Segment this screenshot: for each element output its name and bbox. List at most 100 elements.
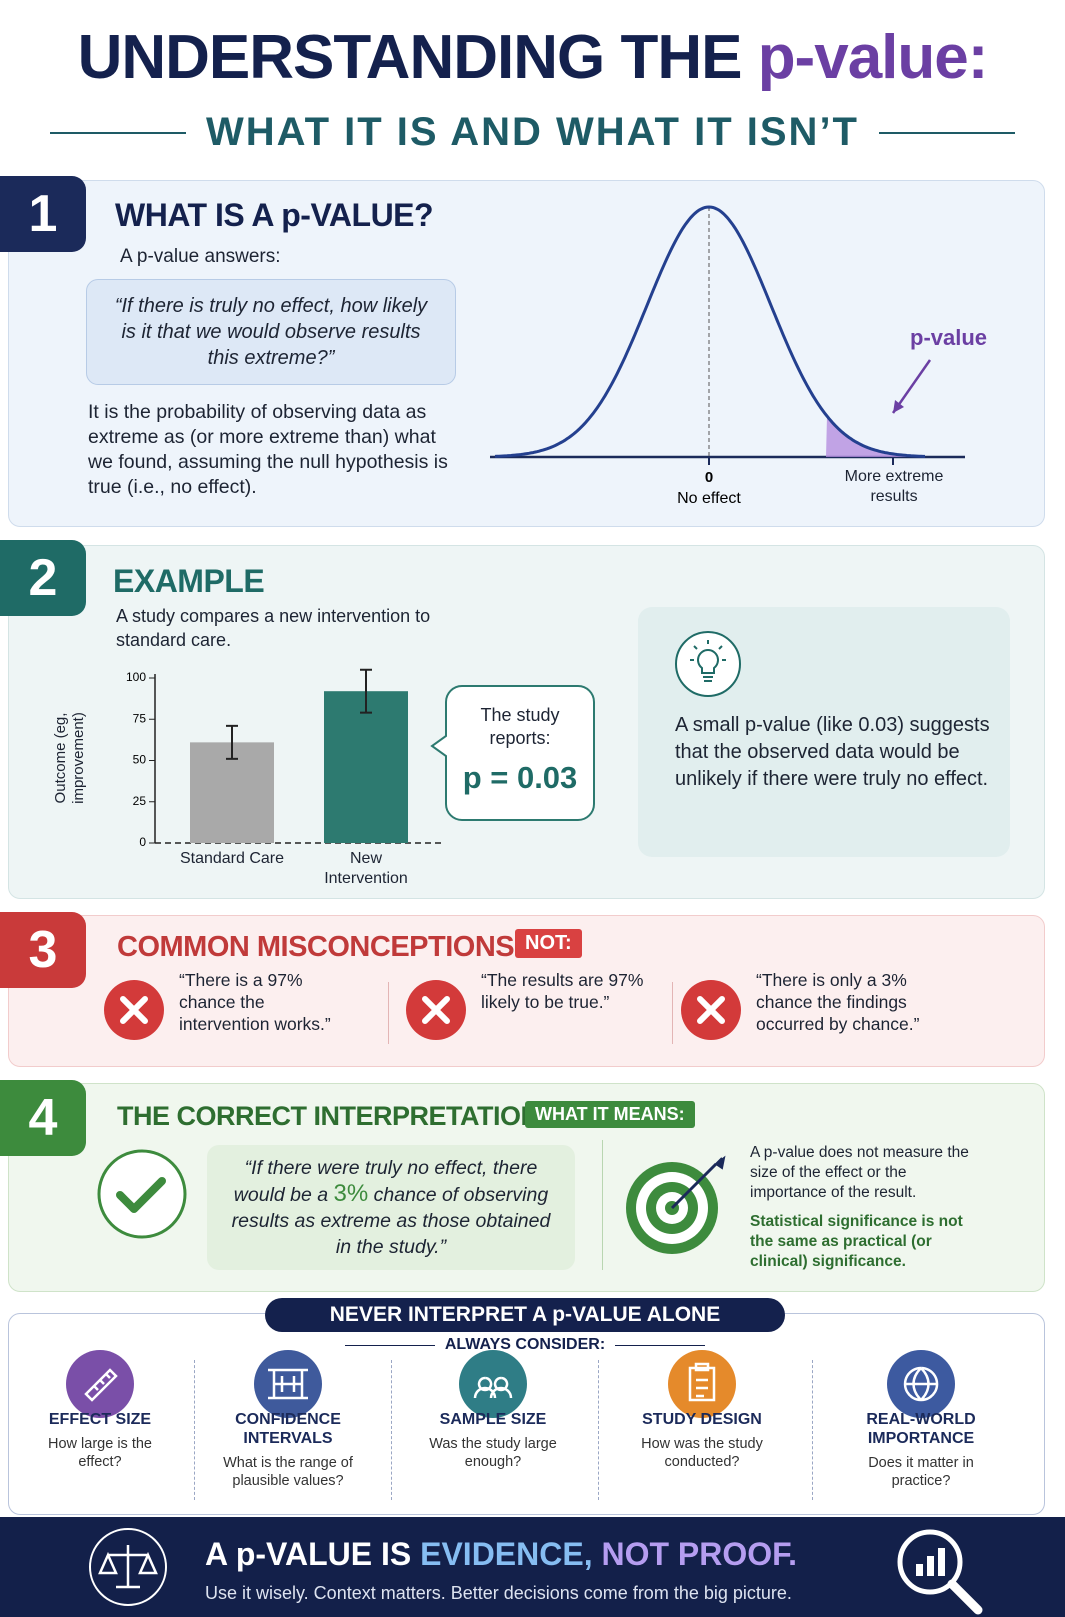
- bar-chart: 0 25 50 75 100 Standard Care New Intervention…: [52, 660, 460, 900]
- section-number: 4: [0, 1080, 86, 1156]
- consider-icon: [459, 1350, 527, 1418]
- consider-box: [8, 1313, 1045, 1515]
- callout-p: p = 0.03: [462, 760, 578, 795]
- consider-item: CONFIDENCE INTERVALS What is the range of…: [198, 1410, 378, 1490]
- x-icon: [104, 980, 164, 1040]
- y-tick-label: 0: [139, 835, 146, 849]
- consider-title: SAMPLE SIZE: [439, 1411, 547, 1428]
- arrow-head: [893, 400, 904, 413]
- consider-question: How was the study conducted?: [641, 1436, 763, 1470]
- x-tick-label: Standard Care: [179, 850, 285, 867]
- error-bar: [226, 724, 238, 760]
- quote-text: “If there were truly no effect, there wo…: [229, 1155, 553, 1260]
- badge: WHAT IT MEANS:: [525, 1101, 695, 1128]
- icon-glyph: [473, 1376, 513, 1399]
- zero-caption: No effect: [677, 490, 741, 507]
- misconception: “There is only a 3% chance the findings …: [756, 970, 920, 1034]
- magnifier-icon: [897, 1529, 983, 1615]
- headline-part: A p-VALUE IS: [205, 1536, 412, 1572]
- definition: It is the probability of observing data …: [88, 401, 448, 498]
- divider: [597, 1360, 599, 1500]
- rule: [345, 1344, 435, 1346]
- check-icon: [97, 1149, 187, 1239]
- icon-circle: [459, 1350, 527, 1418]
- x-mark: [120, 996, 148, 1024]
- banner: NEVER INTERPRET A p-VALUE ALONE: [265, 1298, 785, 1332]
- y-tick-label: 75: [133, 711, 147, 725]
- x-mark: [422, 996, 450, 1024]
- title-accent: p-value:: [757, 23, 989, 92]
- subtitle: WHAT IT IS AND WHAT IT ISN’T: [206, 110, 859, 154]
- icon-glyph: [268, 1368, 308, 1400]
- y-axis-label: Outcome (eg, improvement): [52, 712, 87, 804]
- title-text: UNDERSTANDING THE: [77, 23, 743, 92]
- y-tick-label: 50: [133, 753, 147, 767]
- icon-glyph: [688, 1362, 716, 1402]
- p-value-label: p-value: [910, 325, 987, 350]
- consider-icon: [668, 1350, 736, 1418]
- footer-headline: A p-VALUE IS EVIDENCE, NOT PROOF.: [205, 1536, 797, 1573]
- section-heading: WHAT IS A p-VALUE?: [115, 197, 434, 233]
- divider: [388, 982, 389, 1044]
- badge: NOT:: [515, 929, 582, 958]
- consider-item: REAL-WORLD IMPORTANCE Does it matter in p…: [831, 1410, 1011, 1490]
- subtitle-row: WHAT IT IS AND WHAT IT ISN’T: [50, 110, 1016, 155]
- rule: [615, 1344, 706, 1346]
- scale-icon: [89, 1528, 167, 1606]
- section-heading: THE CORRECT INTERPRETATION: [117, 1101, 540, 1131]
- icon-circle: [668, 1350, 736, 1418]
- consider-item: STUDY DESIGN How was the study conducted?: [612, 1410, 792, 1471]
- bar: [324, 691, 408, 843]
- bell-curve: p-value 0 No effect: [490, 205, 987, 507]
- correct-quote: “If there were truly no effect, there wo…: [207, 1145, 575, 1270]
- divider: [194, 1360, 195, 1500]
- misconception: “The results are 97% likely to be true.”: [481, 970, 644, 1012]
- error-bar: [360, 668, 372, 714]
- quote-part: chance of observing results as extreme a…: [231, 1184, 551, 1258]
- y-tick-label: 25: [133, 794, 147, 808]
- bulb-icon: [675, 631, 741, 697]
- x-icon: [681, 980, 741, 1040]
- callout-text: The study reports:: [480, 705, 560, 748]
- icon-circle: [66, 1350, 134, 1418]
- icon-glyph: [903, 1366, 939, 1402]
- note: A small p-value (like 0.03) suggests tha…: [675, 714, 990, 790]
- consider-question: How large is the effect?: [48, 1436, 152, 1470]
- x-mark: [697, 996, 725, 1024]
- consider-icon: [254, 1350, 322, 1418]
- section-heading: COMMON MISCONCEPTIONS: [117, 931, 515, 963]
- icon-glyph: [84, 1368, 118, 1402]
- consider-question: Does it matter in practice?: [868, 1455, 974, 1489]
- section-number: 2: [0, 540, 86, 616]
- rule: [50, 131, 187, 134]
- headline-proof: NOT PROOF.: [601, 1536, 798, 1572]
- divider: [672, 982, 673, 1044]
- curve-line: [494, 205, 925, 458]
- zero-label: 0: [705, 469, 713, 486]
- rule: [878, 131, 1016, 134]
- consider-question: What is the range of plausible values?: [223, 1455, 353, 1489]
- consider-title: EFFECT SIZE: [48, 1411, 152, 1428]
- quote: “If there is truly no effect, how likely…: [86, 279, 456, 385]
- misconception: “There is a 97% chance the intervention …: [179, 970, 331, 1034]
- divider: [602, 1140, 603, 1270]
- tail-area: [826, 416, 925, 457]
- section-number: 1: [0, 176, 86, 252]
- consider-title: CONFIDENCE INTERVALS: [235, 1411, 341, 1447]
- note-bold: Statistical significance is not the same…: [750, 1213, 963, 1270]
- consider-icon: [66, 1350, 134, 1418]
- x-tick-label: New Intervention: [324, 850, 408, 887]
- callout-bubble: [430, 685, 595, 821]
- headline-evidence: EVIDENCE,: [420, 1536, 593, 1572]
- intro: A p-value answers:: [120, 246, 281, 267]
- consider-title: STUDY DESIGN: [642, 1411, 762, 1428]
- section-number: 3: [0, 912, 86, 988]
- quote-percent: 3%: [333, 1180, 369, 1207]
- target-icon: [626, 1155, 726, 1254]
- subheading: ALWAYS CONSIDER:: [444, 1336, 606, 1353]
- tail-caption: More extreme results: [844, 468, 944, 505]
- intro: A study compares a new intervention to s…: [116, 606, 431, 650]
- note: A p-value does not measure the size of t…: [750, 1144, 969, 1201]
- y-tick-label: 100: [126, 670, 146, 684]
- divider: [390, 1360, 392, 1500]
